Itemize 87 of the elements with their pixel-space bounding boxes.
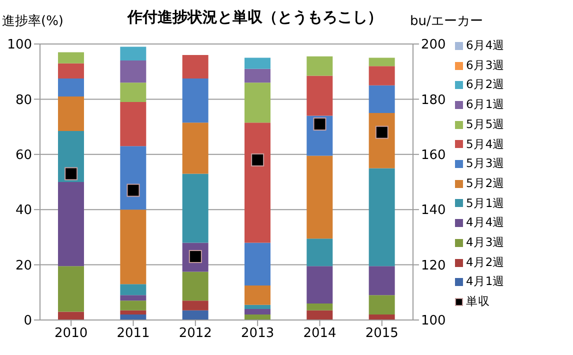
point bbox=[64, 167, 78, 180]
bar bbox=[120, 102, 146, 146]
legend-label: 6月4週 bbox=[466, 37, 505, 54]
point bbox=[126, 184, 140, 197]
bar bbox=[368, 58, 395, 66]
y2-axis-title: bu/エーカー bbox=[410, 13, 483, 30]
bar bbox=[244, 314, 270, 320]
bar bbox=[368, 314, 395, 320]
bar bbox=[306, 238, 333, 266]
bar bbox=[120, 210, 146, 284]
x-tick-label: 2012 bbox=[178, 326, 212, 342]
bar bbox=[306, 56, 333, 76]
legend-label: 6月3週 bbox=[466, 56, 505, 74]
bar bbox=[368, 66, 395, 86]
x-tick-label: 2015 bbox=[365, 326, 398, 342]
bar bbox=[182, 122, 208, 174]
bar bbox=[306, 310, 333, 320]
y-tick-label: 20 bbox=[15, 258, 32, 274]
bar bbox=[182, 174, 208, 243]
bar bbox=[58, 63, 84, 78]
legend-label: 4月3週 bbox=[466, 234, 505, 252]
x-tick-label: 2013 bbox=[241, 326, 274, 342]
bar bbox=[306, 303, 333, 310]
bar bbox=[182, 272, 208, 301]
bar bbox=[58, 96, 84, 131]
bar bbox=[120, 60, 146, 83]
bar bbox=[306, 156, 333, 239]
bar bbox=[120, 46, 146, 61]
legend-label: 5月1週 bbox=[466, 194, 505, 212]
bar bbox=[244, 68, 270, 83]
bar bbox=[244, 242, 270, 286]
legend-label: 6月1週 bbox=[466, 96, 505, 114]
x-tick-label: 2014 bbox=[303, 326, 336, 342]
bar bbox=[58, 52, 84, 64]
bar bbox=[120, 300, 146, 310]
legend-label: 5月4週 bbox=[466, 136, 505, 153]
y-tick-label: 40 bbox=[15, 203, 32, 218]
legend-label: 4月4週 bbox=[466, 214, 505, 232]
point bbox=[251, 153, 264, 166]
y2-tick-label: 160 bbox=[421, 148, 446, 164]
legend-label: 4月2週 bbox=[466, 254, 505, 271]
legend-label: 5月2週 bbox=[466, 174, 505, 192]
bar bbox=[244, 122, 270, 243]
y-tick-label: 80 bbox=[15, 92, 32, 108]
bar bbox=[306, 266, 333, 304]
bar bbox=[368, 295, 395, 314]
y2-tick-label: 200 bbox=[421, 38, 446, 53]
y2-tick-label: 120 bbox=[421, 258, 446, 274]
bar bbox=[244, 308, 270, 314]
bar bbox=[182, 78, 208, 123]
x-tick-label: 2011 bbox=[116, 326, 150, 342]
bar bbox=[182, 310, 208, 320]
bar bbox=[120, 82, 146, 102]
bar bbox=[182, 55, 208, 78]
bar bbox=[58, 266, 84, 312]
point bbox=[313, 118, 326, 131]
y-tick-label: 0 bbox=[24, 314, 32, 329]
bar bbox=[120, 310, 146, 314]
x-tick-label: 2010 bbox=[54, 326, 88, 342]
y-axis-title: 進捗率(%) bbox=[2, 13, 64, 30]
bar bbox=[244, 304, 270, 309]
bar bbox=[58, 182, 84, 266]
bar bbox=[58, 78, 84, 96]
y-tick-label: 60 bbox=[15, 148, 32, 164]
bar bbox=[244, 82, 270, 123]
legend-label: 単収 bbox=[466, 293, 490, 310]
bar bbox=[120, 295, 146, 301]
legend-label: 5月5週 bbox=[466, 116, 505, 133]
bar bbox=[368, 168, 395, 266]
bar bbox=[368, 85, 395, 113]
point bbox=[375, 126, 388, 139]
bar bbox=[368, 266, 395, 296]
bar bbox=[306, 76, 333, 116]
chart-title: 作付進捗状況と単収（とうもろこし） bbox=[128, 8, 382, 26]
y-tick-label: 100 bbox=[7, 38, 32, 53]
y2-tick-label: 180 bbox=[421, 92, 446, 108]
bar bbox=[120, 284, 146, 296]
legend-label: 6月2週 bbox=[466, 76, 505, 94]
y2-tick-label: 100 bbox=[421, 314, 446, 329]
bar bbox=[244, 58, 270, 69]
bar bbox=[182, 300, 208, 310]
bar bbox=[120, 314, 146, 320]
bar bbox=[244, 286, 270, 305]
y2-tick-label: 140 bbox=[421, 203, 446, 218]
legend-label: 5月3週 bbox=[466, 155, 505, 172]
legend-label: 4月1週 bbox=[466, 273, 505, 290]
bar bbox=[58, 312, 84, 320]
